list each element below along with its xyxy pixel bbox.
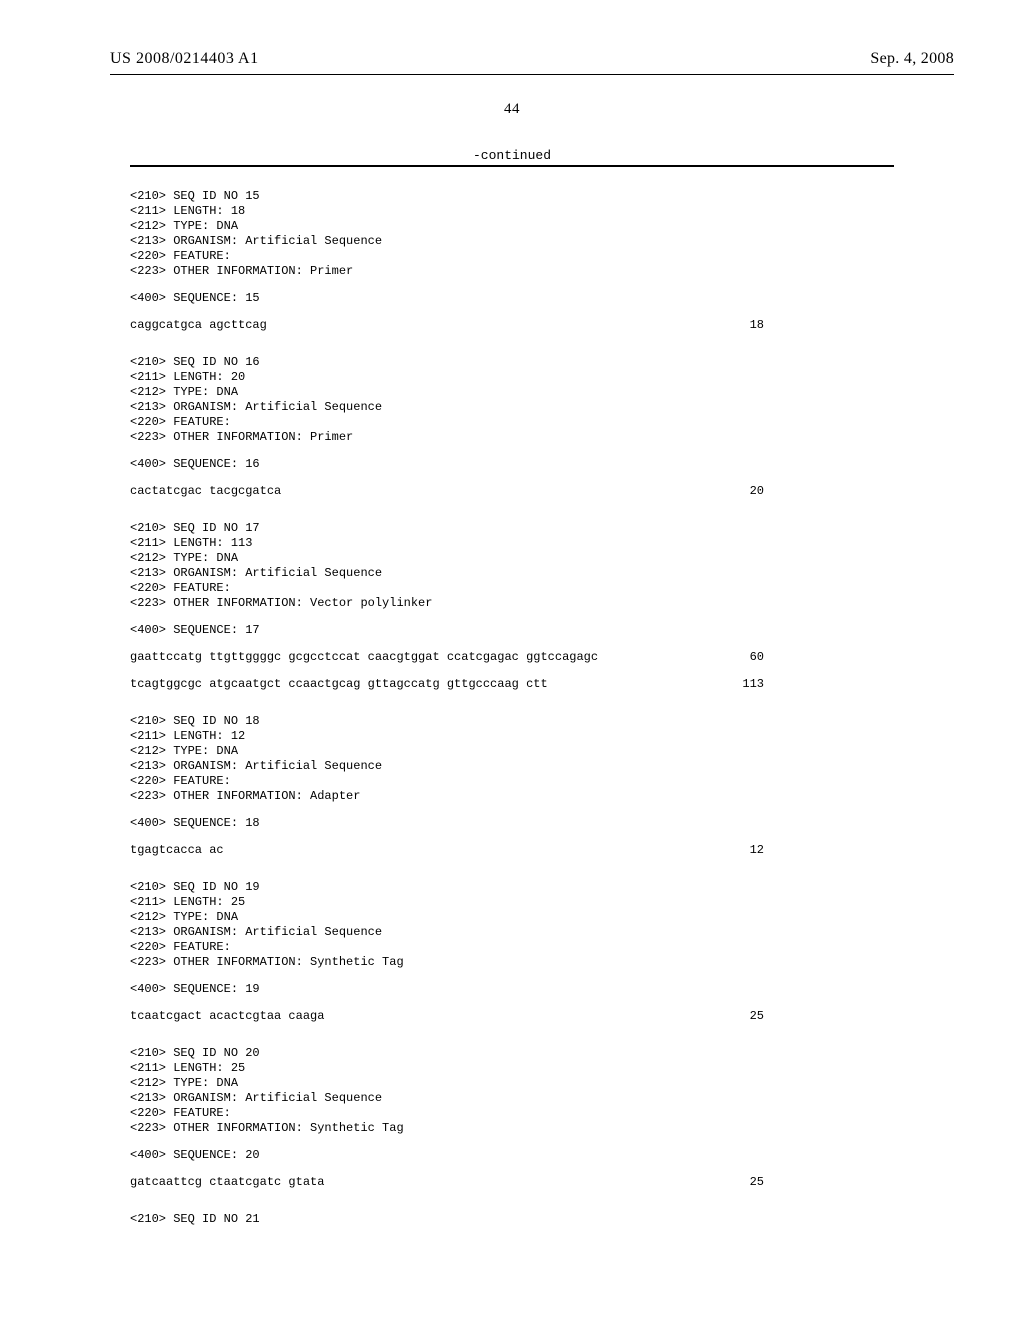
- meta-line: <213> ORGANISM: Artificial Sequence: [130, 400, 894, 415]
- sequence-position: 25: [750, 1009, 894, 1024]
- meta-line: <212> TYPE: DNA: [130, 551, 894, 566]
- meta-line: <223> OTHER INFORMATION: Primer: [130, 430, 894, 445]
- meta-line: <213> ORGANISM: Artificial Sequence: [130, 566, 894, 581]
- sequence-line: tcaatcgact acactcgtaa caaga 25: [130, 1009, 894, 1024]
- sequence-label: <400> SEQUENCE: 15: [130, 291, 894, 306]
- publication-date: Sep. 4, 2008: [870, 50, 954, 68]
- sequence-label: <400> SEQUENCE: 17: [130, 623, 894, 638]
- content-area: -continued <210> SEQ ID NO 15<211> LENGT…: [0, 148, 1024, 1227]
- sequence-line: tcagtggcgc atgcaatgct ccaactgcag gttagcc…: [130, 677, 894, 692]
- sequence-block: <210> SEQ ID NO 18<211> LENGTH: 12<212> …: [130, 714, 894, 858]
- meta-line: <212> TYPE: DNA: [130, 910, 894, 925]
- continued-rule: [130, 165, 894, 167]
- sequence-position: 20: [750, 484, 894, 499]
- meta-line: <210> SEQ ID NO 18: [130, 714, 894, 729]
- sequence-position: 60: [750, 650, 894, 665]
- meta-line: <211> LENGTH: 20: [130, 370, 894, 385]
- continued-label: -continued: [130, 148, 894, 163]
- sequence-label: <400> SEQUENCE: 16: [130, 457, 894, 472]
- trailing-meta: <210> SEQ ID NO 21: [130, 1212, 894, 1227]
- sequences-container: <210> SEQ ID NO 15<211> LENGTH: 18<212> …: [130, 189, 894, 1190]
- sequence-text: gatcaattcg ctaatcgatc gtata: [130, 1175, 324, 1190]
- sequence-block: <210> SEQ ID NO 20<211> LENGTH: 25<212> …: [130, 1046, 894, 1190]
- sequence-block: <210> SEQ ID NO 15<211> LENGTH: 18<212> …: [130, 189, 894, 333]
- meta-line: <211> LENGTH: 25: [130, 895, 894, 910]
- sequence-line: cactatcgac tacgcgatca 20: [130, 484, 894, 499]
- sequence-text: tgagtcacca ac: [130, 843, 224, 858]
- meta-line: <213> ORGANISM: Artificial Sequence: [130, 759, 894, 774]
- meta-line: <220> FEATURE:: [130, 1106, 894, 1121]
- sequence-meta: <210> SEQ ID NO 16<211> LENGTH: 20<212> …: [130, 355, 894, 445]
- meta-line: <212> TYPE: DNA: [130, 219, 894, 234]
- meta-line: <211> LENGTH: 18: [130, 204, 894, 219]
- sequence-position: 18: [750, 318, 894, 333]
- sequence-position: 25: [750, 1175, 894, 1190]
- meta-line: <213> ORGANISM: Artificial Sequence: [130, 1091, 894, 1106]
- meta-line: <220> FEATURE:: [130, 249, 894, 264]
- meta-line: <210> SEQ ID NO 20: [130, 1046, 894, 1061]
- sequence-line: gatcaattcg ctaatcgatc gtata 25: [130, 1175, 894, 1190]
- meta-line: <210> SEQ ID NO 16: [130, 355, 894, 370]
- header-rule: [110, 74, 954, 75]
- sequence-meta: <210> SEQ ID NO 15<211> LENGTH: 18<212> …: [130, 189, 894, 279]
- meta-line: <211> LENGTH: 25: [130, 1061, 894, 1076]
- meta-line: <223> OTHER INFORMATION: Synthetic Tag: [130, 1121, 894, 1136]
- sequence-block: <210> SEQ ID NO 19<211> LENGTH: 25<212> …: [130, 880, 894, 1024]
- sequence-label: <400> SEQUENCE: 20: [130, 1148, 894, 1163]
- sequence-meta: <210> SEQ ID NO 18<211> LENGTH: 12<212> …: [130, 714, 894, 804]
- sequence-block: <210> SEQ ID NO 16<211> LENGTH: 20<212> …: [130, 355, 894, 499]
- meta-line: <213> ORGANISM: Artificial Sequence: [130, 234, 894, 249]
- meta-line: <212> TYPE: DNA: [130, 1076, 894, 1091]
- sequence-text: gaattccatg ttgttggggc gcgcctccat caacgtg…: [130, 650, 598, 665]
- sequence-text: cactatcgac tacgcgatca: [130, 484, 281, 499]
- meta-line: <220> FEATURE:: [130, 774, 894, 789]
- meta-line: <210> SEQ ID NO 17: [130, 521, 894, 536]
- meta-line: <220> FEATURE:: [130, 581, 894, 596]
- sequence-text: tcagtggcgc atgcaatgct ccaactgcag gttagcc…: [130, 677, 548, 692]
- page-number: 44: [0, 101, 1024, 118]
- sequence-position: 113: [742, 677, 894, 692]
- meta-line: <223> OTHER INFORMATION: Primer: [130, 264, 894, 279]
- sequence-text: caggcatgca agcttcag: [130, 318, 267, 333]
- sequence-line: tgagtcacca ac 12: [130, 843, 894, 858]
- sequence-block: <210> SEQ ID NO 17<211> LENGTH: 113<212>…: [130, 521, 894, 692]
- meta-line: <210> SEQ ID NO 15: [130, 189, 894, 204]
- sequence-line: gaattccatg ttgttggggc gcgcctccat caacgtg…: [130, 650, 894, 665]
- meta-line: <223> OTHER INFORMATION: Vector polylink…: [130, 596, 894, 611]
- sequence-line: caggcatgca agcttcag 18: [130, 318, 894, 333]
- meta-line: <211> LENGTH: 113: [130, 536, 894, 551]
- meta-line: <220> FEATURE:: [130, 415, 894, 430]
- publication-number: US 2008/0214403 A1: [110, 50, 259, 68]
- sequence-label: <400> SEQUENCE: 19: [130, 982, 894, 997]
- meta-line: <220> FEATURE:: [130, 940, 894, 955]
- meta-line: <223> OTHER INFORMATION: Synthetic Tag: [130, 955, 894, 970]
- sequence-text: tcaatcgact acactcgtaa caaga: [130, 1009, 324, 1024]
- sequence-label: <400> SEQUENCE: 18: [130, 816, 894, 831]
- sequence-position: 12: [750, 843, 894, 858]
- meta-line: <223> OTHER INFORMATION: Adapter: [130, 789, 894, 804]
- sequence-meta: <210> SEQ ID NO 20<211> LENGTH: 25<212> …: [130, 1046, 894, 1136]
- page-header: US 2008/0214403 A1 Sep. 4, 2008: [0, 0, 1024, 74]
- sequence-meta: <210> SEQ ID NO 17<211> LENGTH: 113<212>…: [130, 521, 894, 611]
- meta-line: <212> TYPE: DNA: [130, 744, 894, 759]
- meta-line: <210> SEQ ID NO 19: [130, 880, 894, 895]
- sequence-meta: <210> SEQ ID NO 19<211> LENGTH: 25<212> …: [130, 880, 894, 970]
- meta-line: <211> LENGTH: 12: [130, 729, 894, 744]
- meta-line: <212> TYPE: DNA: [130, 385, 894, 400]
- meta-line: <213> ORGANISM: Artificial Sequence: [130, 925, 894, 940]
